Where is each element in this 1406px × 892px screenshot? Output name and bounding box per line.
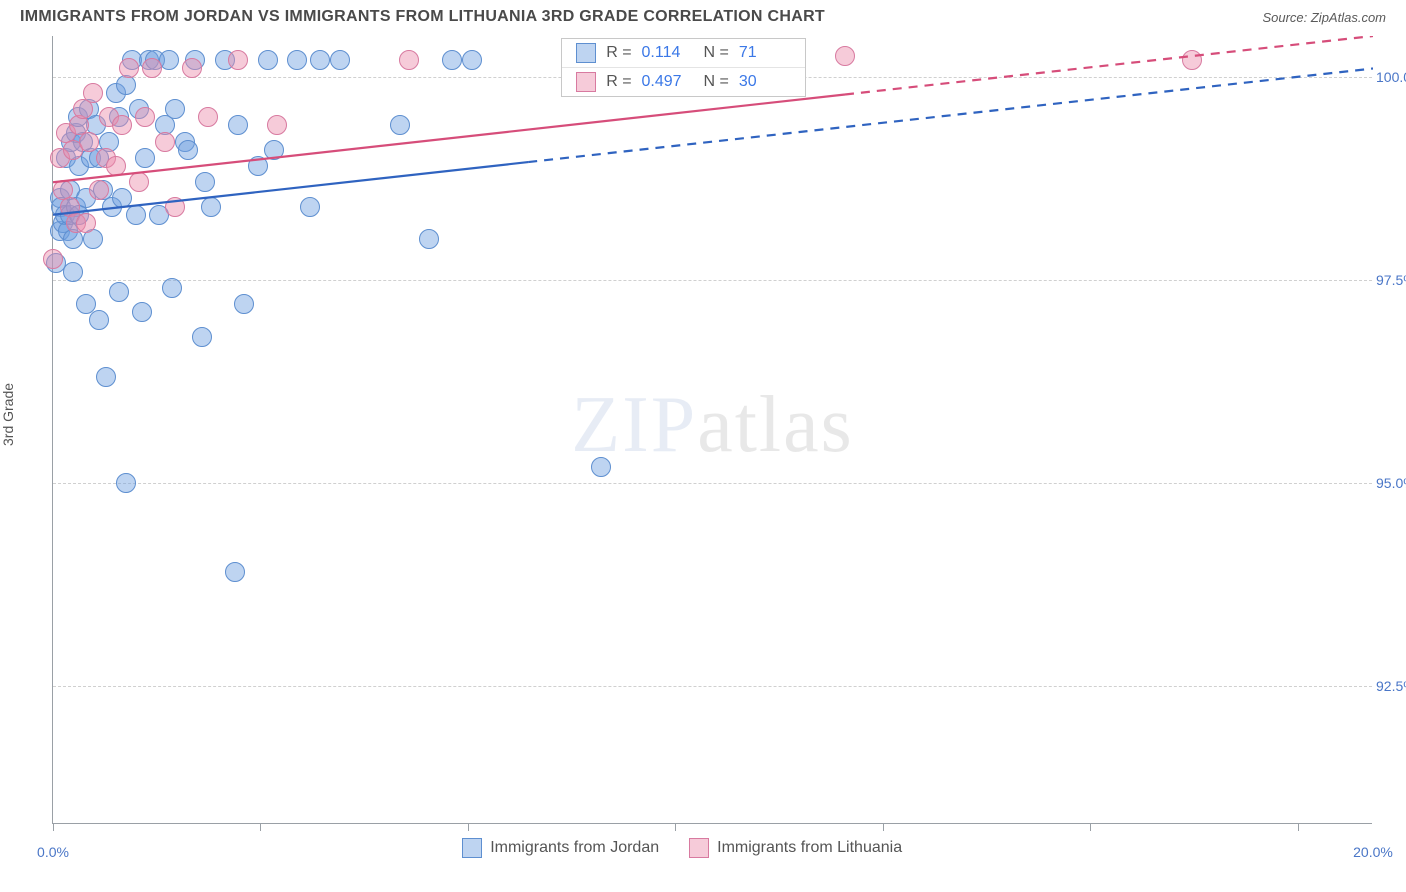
legend-swatch <box>689 838 709 858</box>
n-value: 71 <box>739 44 791 62</box>
series-name: Immigrants from Lithuania <box>717 839 902 857</box>
y-tick-label: 97.5% <box>1376 272 1406 288</box>
x-tick <box>468 823 469 831</box>
data-point <box>228 115 248 135</box>
watermark: ZIPatlas <box>571 379 854 470</box>
data-point <box>106 156 126 176</box>
data-point <box>165 99 185 119</box>
data-point <box>835 46 855 66</box>
data-point <box>201 197 221 217</box>
correlation-legend: R = 0.114 N = 71 R = 0.497 N = 30 <box>561 38 806 97</box>
data-point <box>264 140 284 160</box>
data-point <box>310 50 330 70</box>
data-point <box>89 180 109 200</box>
series-legend: Immigrants from Jordan Immigrants from Li… <box>462 838 902 858</box>
data-point <box>135 148 155 168</box>
data-point <box>135 107 155 127</box>
x-tick <box>883 823 884 831</box>
x-tick <box>53 823 54 831</box>
gridline <box>53 280 1372 281</box>
legend-row: R = 0.114 N = 71 <box>562 39 805 67</box>
data-point <box>63 262 83 282</box>
chart-title: IMMIGRANTS FROM JORDAN VS IMMIGRANTS FRO… <box>20 8 825 26</box>
data-point <box>192 327 212 347</box>
data-point <box>79 132 99 152</box>
data-point <box>119 58 139 78</box>
chart-container: ZIPatlas 92.5%95.0%97.5%100.0%0.0%20.0%R… <box>52 36 1386 824</box>
trend-lines <box>53 36 1373 824</box>
series-name: Immigrants from Jordan <box>490 839 659 857</box>
data-point <box>390 115 410 135</box>
data-point <box>89 310 109 330</box>
n-value: 30 <box>739 73 791 91</box>
data-point <box>234 294 254 314</box>
y-tick-label: 95.0% <box>1376 475 1406 491</box>
data-point <box>178 140 198 160</box>
data-point <box>399 50 419 70</box>
plot-area: ZIPatlas 92.5%95.0%97.5%100.0%0.0%20.0%R… <box>52 36 1372 824</box>
x-tick <box>260 823 261 831</box>
x-tick-label: 0.0% <box>37 844 69 860</box>
data-point <box>83 83 103 103</box>
data-point <box>267 115 287 135</box>
data-point <box>287 50 307 70</box>
data-point <box>132 302 152 322</box>
n-label: N = <box>704 44 729 62</box>
data-point <box>442 50 462 70</box>
data-point <box>198 107 218 127</box>
y-tick-label: 92.5% <box>1376 678 1406 694</box>
data-point <box>142 58 162 78</box>
legend-swatch <box>576 72 596 92</box>
data-point <box>248 156 268 176</box>
r-label: R = <box>606 44 631 62</box>
data-point <box>330 50 350 70</box>
y-tick-label: 100.0% <box>1376 69 1406 85</box>
x-tick <box>675 823 676 831</box>
data-point <box>591 457 611 477</box>
y-axis-label: 3rd Grade <box>0 383 16 446</box>
legend-row: R = 0.497 N = 30 <box>562 67 805 96</box>
r-label: R = <box>606 73 631 91</box>
data-point <box>112 115 132 135</box>
legend-swatch <box>462 838 482 858</box>
x-tick <box>1090 823 1091 831</box>
legend-item: Immigrants from Lithuania <box>689 838 902 858</box>
r-value: 0.114 <box>642 44 694 62</box>
data-point <box>76 213 96 233</box>
gridline <box>53 686 1372 687</box>
legend-item: Immigrants from Jordan <box>462 838 659 858</box>
data-point <box>165 197 185 217</box>
data-point <box>109 282 129 302</box>
x-tick-label: 20.0% <box>1353 844 1393 860</box>
x-tick <box>1298 823 1299 831</box>
data-point <box>225 562 245 582</box>
data-point <box>419 229 439 249</box>
data-point <box>195 172 215 192</box>
data-point <box>1182 50 1202 70</box>
data-point <box>116 473 136 493</box>
data-point <box>96 367 116 387</box>
data-point <box>155 132 175 152</box>
gridline <box>53 483 1372 484</box>
data-point <box>182 58 202 78</box>
data-point <box>126 205 146 225</box>
data-point <box>129 172 149 192</box>
n-label: N = <box>704 73 729 91</box>
legend-swatch <box>576 43 596 63</box>
source-label: Source: ZipAtlas.com <box>1262 10 1386 25</box>
data-point <box>300 197 320 217</box>
data-point <box>258 50 278 70</box>
data-point <box>228 50 248 70</box>
data-point <box>43 249 63 269</box>
data-point <box>462 50 482 70</box>
chart-header: IMMIGRANTS FROM JORDAN VS IMMIGRANTS FRO… <box>0 0 1406 30</box>
data-point <box>162 278 182 298</box>
watermark-bold: ZIP <box>571 380 697 468</box>
r-value: 0.497 <box>642 73 694 91</box>
watermark-thin: atlas <box>697 380 854 468</box>
